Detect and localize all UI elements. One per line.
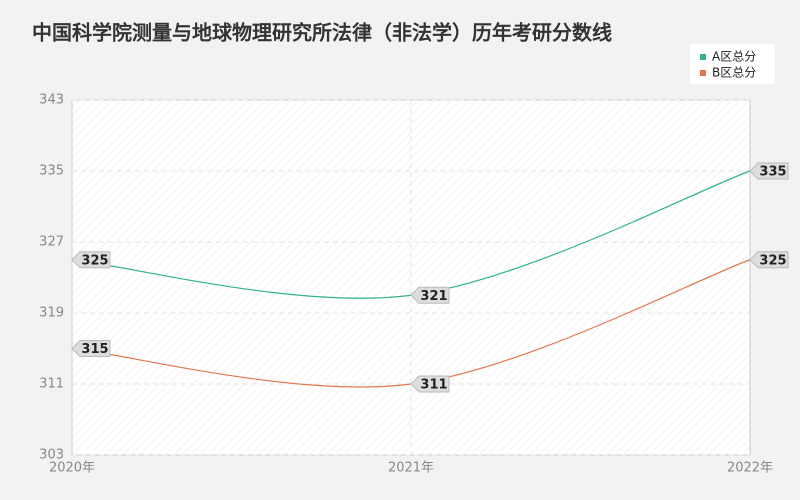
y-tick-label: 319	[39, 306, 64, 321]
value-label-tag	[71, 251, 111, 269]
legend-label: A区总分	[712, 50, 756, 64]
value-label-tag	[749, 251, 789, 269]
value-label: 325	[81, 253, 108, 268]
value-label: 335	[759, 165, 786, 180]
x-tick-label: 2022年	[727, 461, 773, 476]
x-tick-label: 2021年	[388, 461, 434, 476]
legend-swatch	[700, 70, 706, 76]
y-tick-label: 335	[39, 164, 64, 179]
value-label: 321	[420, 289, 447, 304]
value-label-tag	[410, 375, 450, 393]
y-tick-label: 311	[39, 377, 64, 392]
legend-box	[690, 44, 775, 84]
legend-label: B区总分	[712, 66, 756, 80]
y-tick-label: 303	[39, 448, 64, 463]
value-label: 325	[759, 253, 786, 268]
value-label: 311	[420, 378, 447, 393]
value-label-tag	[749, 162, 789, 180]
chart-title: 中国科学院测量与地球物理研究所法律（非法学）历年考研分数线	[32, 21, 612, 45]
value-label-tag	[410, 286, 450, 304]
legend-swatch	[700, 54, 706, 60]
y-tick-label: 343	[39, 93, 64, 108]
x-tick-label: 2020年	[49, 461, 95, 476]
value-label-tag	[71, 340, 111, 357]
y-tick-label: 327	[39, 235, 64, 250]
plot-area	[71, 99, 751, 456]
value-label: 315	[81, 342, 108, 357]
